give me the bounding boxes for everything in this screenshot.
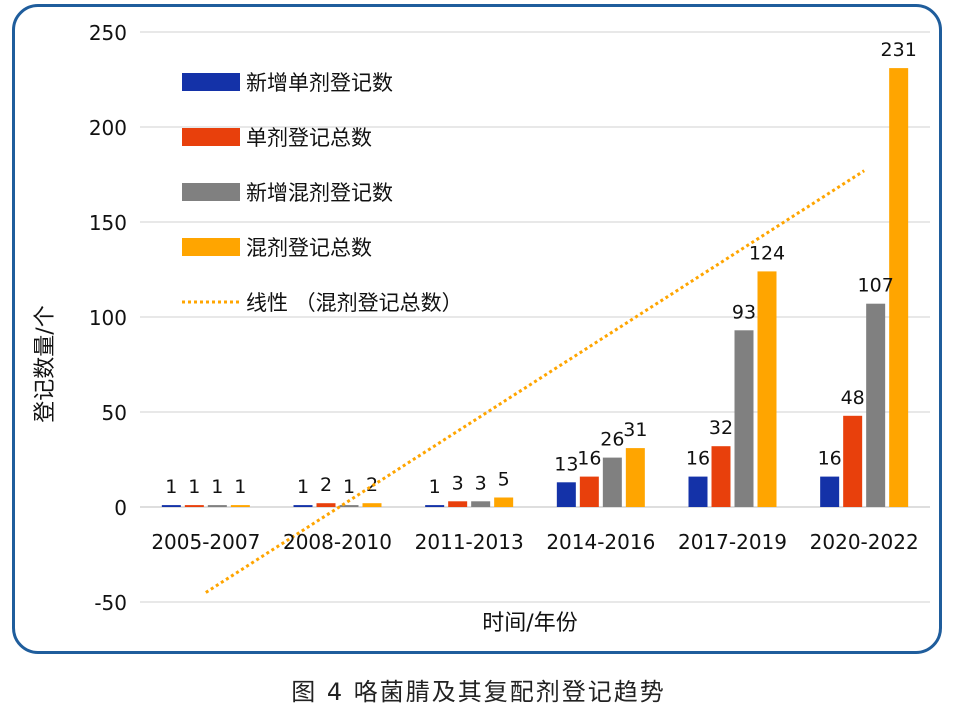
data-label: 107 <box>858 275 894 297</box>
data-label: 1 <box>297 476 309 498</box>
y-axis-ticks: -50 0 50 100 150 200 250 <box>89 21 127 615</box>
bar <box>471 501 491 507</box>
x-tick-label: 2008-2010 <box>283 530 392 554</box>
figure-caption: 图 4 咯菌腈及其复配剂登记趋势 <box>291 678 666 706</box>
bar <box>316 503 336 507</box>
data-label: 1 <box>343 476 355 498</box>
bar <box>757 271 777 507</box>
bar <box>889 68 909 507</box>
data-label: 1 <box>211 476 223 498</box>
bar <box>425 505 445 507</box>
y-axis-label: 登记数量/个 <box>33 305 58 422</box>
bar <box>820 476 840 507</box>
y-tick-label: 250 <box>89 21 127 45</box>
bar <box>688 476 708 507</box>
data-label: 3 <box>475 472 487 494</box>
legend-label: 单剂登记总数 <box>246 126 372 150</box>
data-label: 93 <box>732 301 756 323</box>
legend-swatch <box>182 128 240 146</box>
legend-swatch <box>182 183 240 201</box>
bar <box>230 505 250 507</box>
x-tick-label: 2005-2007 <box>151 530 260 554</box>
data-label: 48 <box>841 387 865 409</box>
legend-swatch <box>182 238 240 256</box>
bar <box>602 457 622 507</box>
bar <box>494 497 514 507</box>
data-label: 16 <box>686 448 710 470</box>
data-label: 1 <box>234 476 246 498</box>
bar <box>207 505 227 507</box>
data-label: 5 <box>498 469 510 491</box>
gridlines <box>140 31 930 603</box>
x-axis-label: 时间/年份 <box>482 611 577 636</box>
bar <box>293 505 313 507</box>
data-label: 2 <box>366 474 378 496</box>
legend-label: 混剂登记总数 <box>246 236 372 260</box>
legend-label: 新增混剂登记数 <box>246 181 393 205</box>
x-tick-label: 2014-2016 <box>546 530 655 554</box>
y-tick-label: 100 <box>89 306 127 330</box>
legend-swatch <box>182 73 240 91</box>
data-label: 16 <box>577 448 601 470</box>
bar <box>843 415 863 507</box>
trendline-path <box>205 169 865 594</box>
bar <box>362 503 382 507</box>
bars <box>161 68 909 507</box>
data-label: 2 <box>320 474 332 496</box>
bar <box>161 505 181 507</box>
data-label: 124 <box>749 242 785 264</box>
data-label: 16 <box>818 448 842 470</box>
data-label: 1 <box>188 476 200 498</box>
x-tick-label: 2011-2013 <box>415 530 524 554</box>
chart-frame <box>12 4 942 654</box>
trendline <box>205 169 865 594</box>
legend-label: 新增单剂登记数 <box>246 71 393 95</box>
bar <box>625 448 645 507</box>
bar <box>866 303 886 507</box>
data-label: 1 <box>429 476 441 498</box>
data-label: 3 <box>452 472 464 494</box>
data-label: 31 <box>623 419 647 441</box>
y-tick-label: -50 <box>94 591 127 615</box>
x-tick-label: 2017-2019 <box>678 530 787 554</box>
x-axis-ticks: 2005-2007 2008-2010 2011-2013 2014-2016 2017… <box>151 530 918 554</box>
data-label: 231 <box>881 39 917 61</box>
bar <box>556 482 576 507</box>
data-label: 32 <box>709 417 733 439</box>
x-tick-label: 2020-2022 <box>810 530 919 554</box>
bar <box>734 330 754 507</box>
legend-label-trendline: 线性 （混剂登记总数） <box>246 291 463 315</box>
bar <box>184 505 204 507</box>
y-tick-label: 150 <box>89 211 127 235</box>
y-tick-label: 0 <box>114 496 127 520</box>
bar <box>579 476 599 507</box>
data-label: 13 <box>554 453 578 475</box>
y-tick-label: 200 <box>89 116 127 140</box>
bar <box>711 446 731 507</box>
bar <box>339 505 359 507</box>
data-label: 1 <box>165 476 177 498</box>
bar <box>448 501 468 507</box>
y-tick-label: 50 <box>102 401 127 425</box>
data-label: 26 <box>600 429 624 451</box>
